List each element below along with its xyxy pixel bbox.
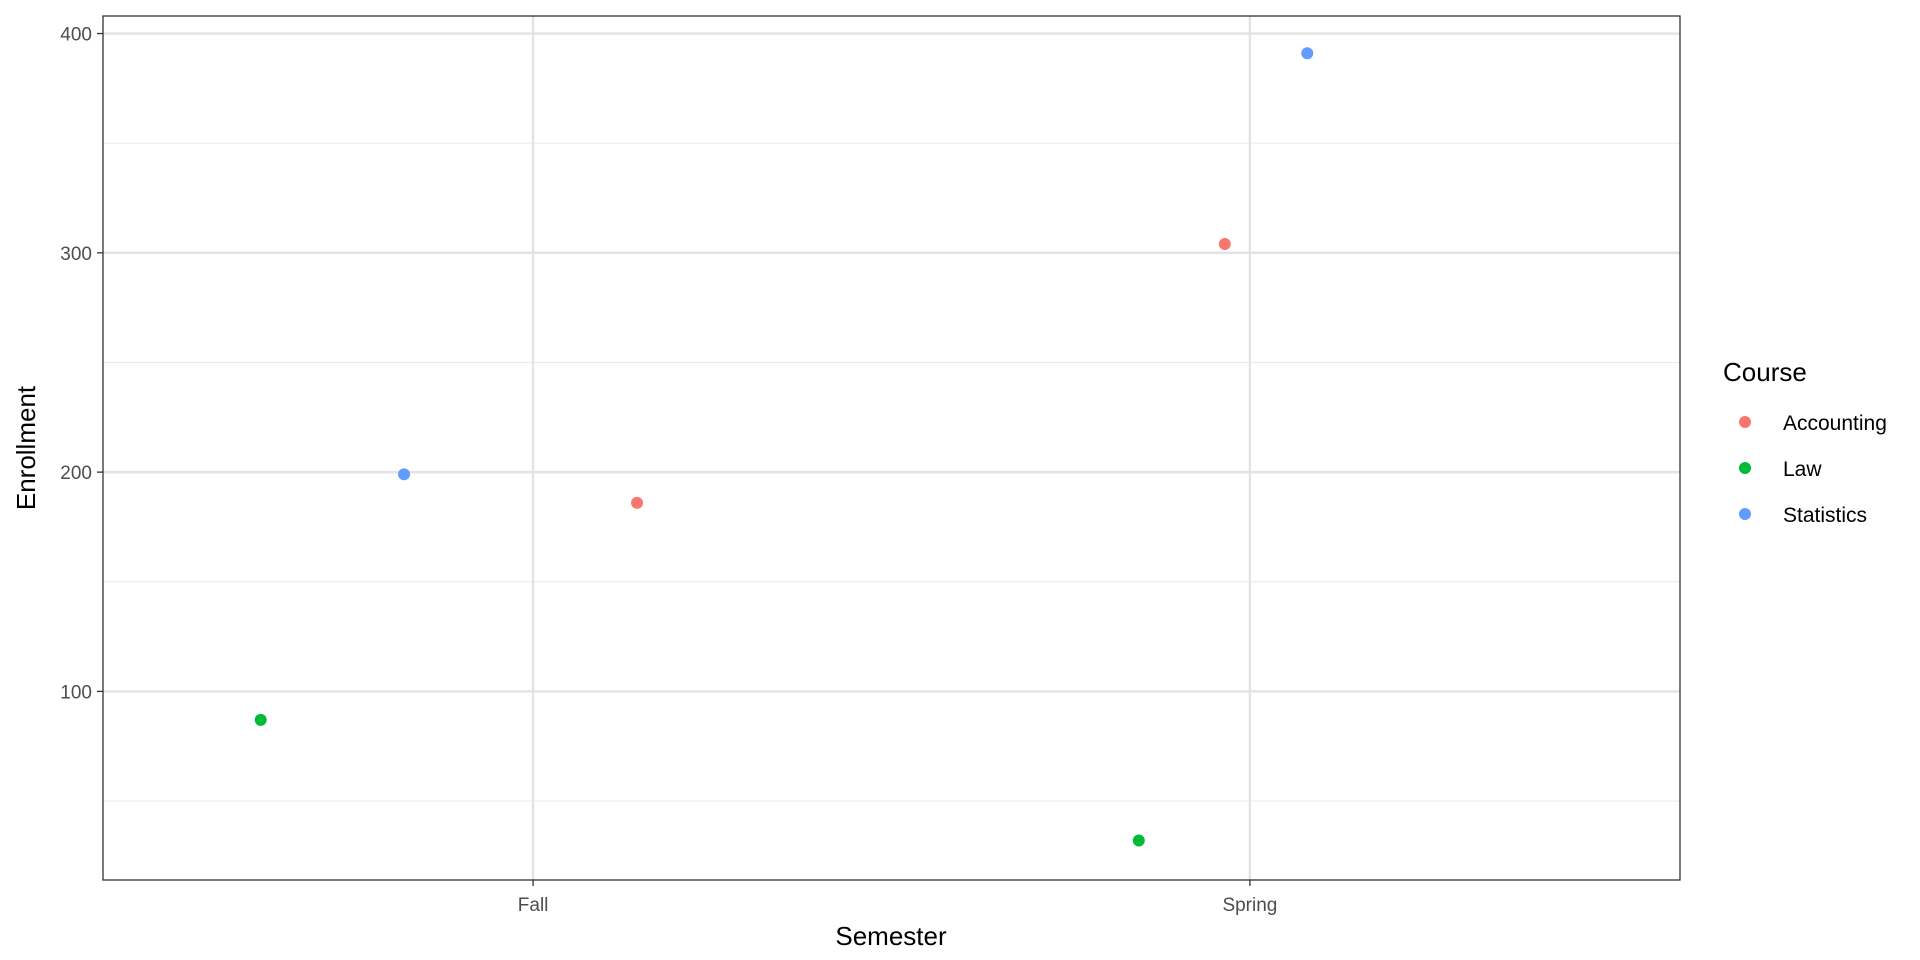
x-tick-label: Fall bbox=[518, 895, 549, 916]
data-point-accounting bbox=[1218, 238, 1231, 251]
y-tick-label: 100 bbox=[60, 682, 92, 703]
y-tick-label: 300 bbox=[60, 244, 92, 265]
legend-label-accounting: Accounting bbox=[1783, 412, 1887, 435]
y-tick-label: 400 bbox=[60, 25, 92, 46]
data-point-law bbox=[1132, 834, 1145, 847]
legend-label-law: Law bbox=[1783, 458, 1822, 481]
data-point-statistics bbox=[398, 468, 411, 481]
plot-panel bbox=[103, 16, 1680, 880]
data-points bbox=[254, 47, 1314, 847]
y-axis-title: Enrollment bbox=[11, 385, 41, 510]
legend-key-statistics bbox=[1739, 508, 1751, 520]
legend: Course Accounting Law Statistics bbox=[1723, 357, 1887, 527]
legend-key-law bbox=[1739, 462, 1751, 474]
legend-key-accounting bbox=[1739, 416, 1751, 428]
y-tick-label: 200 bbox=[60, 463, 92, 484]
data-point-accounting bbox=[631, 496, 644, 509]
data-point-statistics bbox=[1301, 47, 1314, 60]
plot-border bbox=[102, 15, 1681, 881]
data-point-law bbox=[254, 713, 267, 726]
grid-lines bbox=[103, 16, 1680, 880]
x-axis-title: Semester bbox=[835, 921, 947, 951]
x-tick-label: Spring bbox=[1222, 895, 1277, 916]
legend-title: Course bbox=[1723, 357, 1807, 387]
axes: 100 200 300 400 Fall Spring bbox=[60, 25, 1277, 916]
legend-label-statistics: Statistics bbox=[1783, 504, 1867, 527]
